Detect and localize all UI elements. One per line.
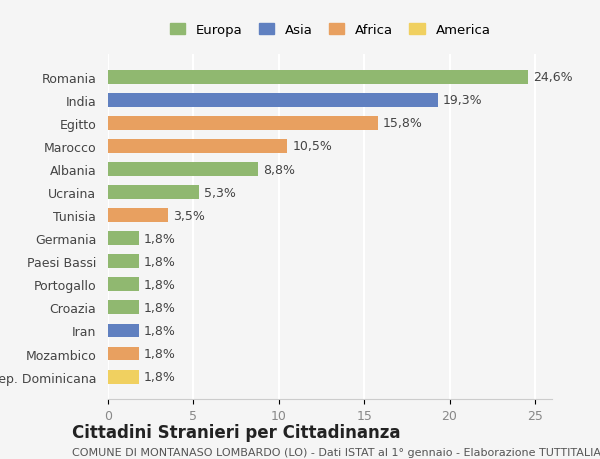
- Bar: [108, 94, 437, 107]
- Bar: [108, 370, 139, 384]
- Bar: [108, 117, 378, 130]
- Text: 1,8%: 1,8%: [144, 232, 176, 245]
- Text: 1,8%: 1,8%: [144, 278, 176, 291]
- Bar: [108, 301, 139, 315]
- Bar: [108, 186, 199, 200]
- Text: 24,6%: 24,6%: [533, 71, 573, 84]
- Bar: [108, 347, 139, 361]
- Text: 10,5%: 10,5%: [292, 140, 332, 153]
- Bar: [108, 209, 168, 223]
- Bar: [108, 232, 139, 246]
- Bar: [108, 324, 139, 338]
- Bar: [108, 140, 287, 154]
- Legend: Europa, Asia, Africa, America: Europa, Asia, Africa, America: [163, 17, 497, 44]
- Text: 1,8%: 1,8%: [144, 255, 176, 268]
- Text: 1,8%: 1,8%: [144, 347, 176, 360]
- Text: 1,8%: 1,8%: [144, 370, 176, 383]
- Text: 5,3%: 5,3%: [203, 186, 236, 199]
- Bar: [108, 278, 139, 291]
- Bar: [108, 71, 528, 84]
- Text: 19,3%: 19,3%: [443, 94, 482, 107]
- Bar: [108, 163, 258, 177]
- Text: 1,8%: 1,8%: [144, 301, 176, 314]
- Text: 3,5%: 3,5%: [173, 209, 205, 222]
- Bar: [108, 255, 139, 269]
- Text: 1,8%: 1,8%: [144, 324, 176, 337]
- Text: COMUNE DI MONTANASO LOMBARDO (LO) - Dati ISTAT al 1° gennaio - Elaborazione TUTT: COMUNE DI MONTANASO LOMBARDO (LO) - Dati…: [72, 447, 600, 457]
- Text: 15,8%: 15,8%: [383, 117, 423, 130]
- Text: Cittadini Stranieri per Cittadinanza: Cittadini Stranieri per Cittadinanza: [72, 423, 401, 441]
- Text: 8,8%: 8,8%: [263, 163, 295, 176]
